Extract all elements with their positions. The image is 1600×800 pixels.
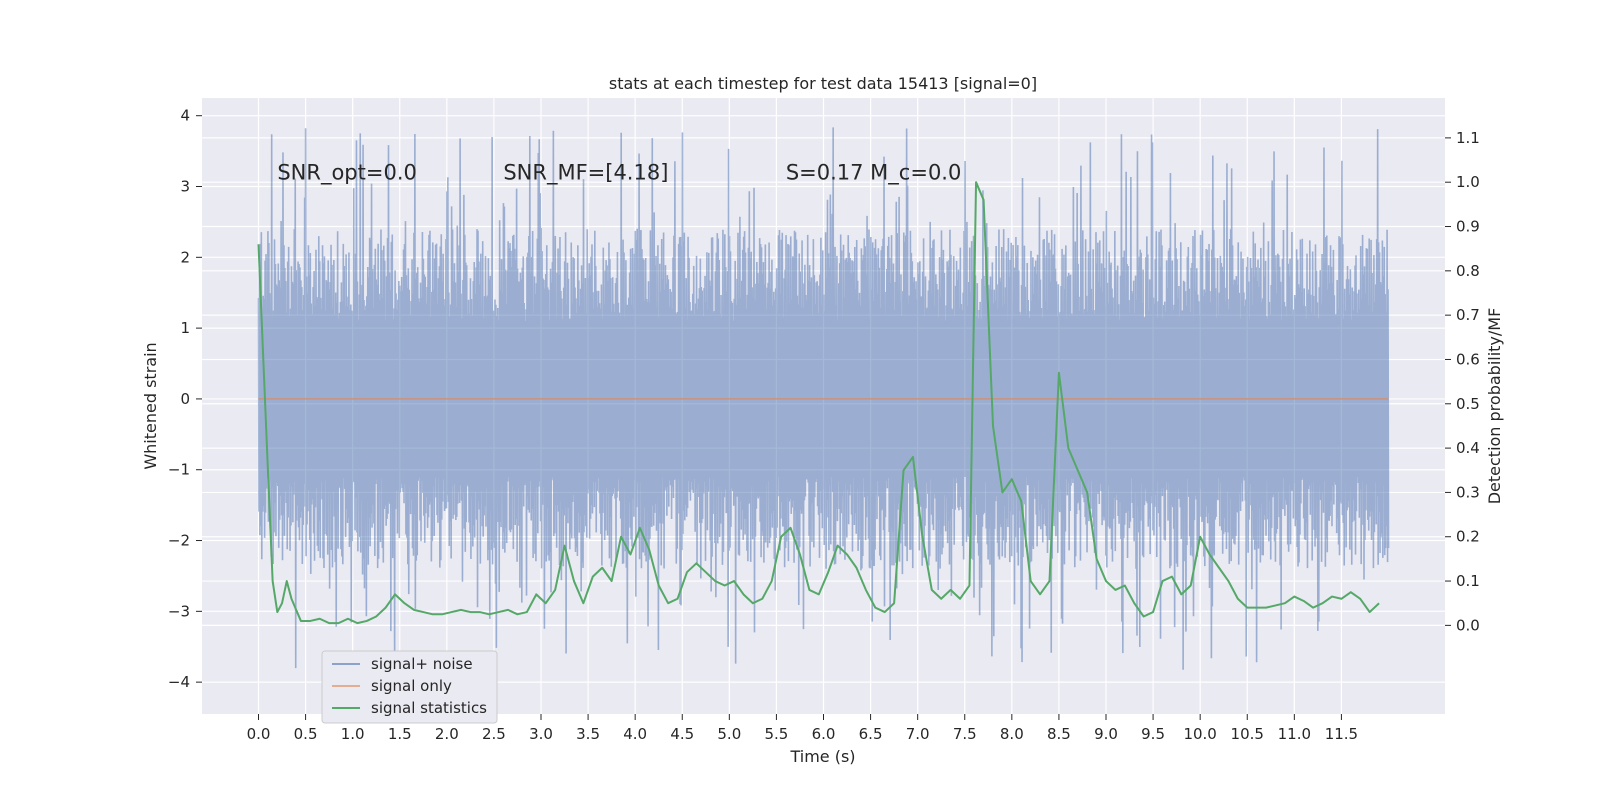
y-left-tick-label: 1 [180, 319, 190, 337]
x-tick-label: 10.0 [1183, 725, 1216, 743]
y-right-tick-label: 0.8 [1456, 262, 1480, 280]
x-tick-label: 1.5 [388, 725, 412, 743]
signal-noise-line [257, 127, 1390, 670]
y-right-axis-label: Detection probability/MF [1485, 308, 1504, 505]
y-right-tick-label: 0.5 [1456, 395, 1480, 413]
legend-label-signal-only: signal only [371, 677, 452, 695]
y-right-tick-label: 0.6 [1456, 350, 1480, 368]
y-right-tick-label: 1.0 [1456, 173, 1480, 191]
x-tick-label: 7.0 [906, 725, 930, 743]
y-right-tick-label: 0.3 [1456, 483, 1480, 501]
x-tick-label: 0.0 [247, 725, 271, 743]
y-right-tick-label: 0.9 [1456, 218, 1480, 236]
legend-label-signal-statistics: signal statistics [371, 699, 487, 717]
legend-box [321, 650, 498, 724]
y-right-tick-label: 1.1 [1456, 129, 1480, 147]
x-tick-label: 4.5 [670, 725, 694, 743]
x-tick-label: 11.5 [1325, 725, 1358, 743]
legend-label-signal-noise: signal+ noise [371, 655, 473, 673]
y-right-tick-label: 0.2 [1456, 528, 1480, 546]
x-tick-label: 3.5 [576, 725, 600, 743]
y-left-tick-label: 3 [180, 178, 190, 196]
x-tick-label: 2.0 [435, 725, 459, 743]
x-axis-label: Time (s) [789, 747, 855, 766]
y-left-tick-label: 2 [180, 248, 190, 266]
annotation-snr-mf: SNR_MF=[4.18] [503, 160, 668, 185]
x-tick-label: 10.5 [1231, 725, 1264, 743]
chart-title: stats at each timestep for test data 154… [609, 74, 1037, 93]
x-tick-label: 8.5 [1047, 725, 1071, 743]
y-left-tick-label: 0 [180, 390, 190, 408]
y-right-tick-label: 0.4 [1456, 439, 1480, 457]
x-tick-label: 4.0 [623, 725, 647, 743]
annotation-snr-opt: SNR_opt=0.0 [277, 160, 417, 185]
y-left-tick-label: −4 [168, 673, 190, 691]
y-left-axis-label: Whitened strain [141, 342, 160, 469]
x-tick-label: 7.5 [953, 725, 977, 743]
signal-statistics-series [257, 181, 1380, 625]
y-left-tick-label: 4 [180, 107, 190, 125]
annotation-s-mc: S=0.17 M_c=0.0 [786, 160, 962, 185]
x-tick-label: 1.0 [341, 725, 365, 743]
annotations: SNR_opt=0.0 SNR_MF=[4.18] S=0.17 M_c=0.0 [277, 160, 961, 185]
x-tick-label: 9.5 [1141, 725, 1165, 743]
x-tick-label: 6.5 [859, 725, 883, 743]
x-tick-label: 3.0 [529, 725, 553, 743]
x-tick-label: 2.5 [482, 725, 506, 743]
x-tick-label: 0.5 [294, 725, 318, 743]
signal-statistics-line [257, 181, 1380, 625]
x-tick-label: 9.0 [1094, 725, 1118, 743]
y-left-tick-label: −3 [168, 602, 190, 620]
signal-noise-series [257, 127, 1390, 670]
x-tick-label: 8.0 [1000, 725, 1024, 743]
y-left-axis-ticks: −4 −3 −2 −1 0 1 2 3 4 [168, 107, 202, 691]
x-tick-label: 5.0 [717, 725, 741, 743]
y-right-tick-label: 0.0 [1456, 616, 1480, 634]
legend: signal+ noise signal only signal statist… [321, 650, 498, 724]
y-right-axis-ticks: 0.0 0.1 0.2 0.3 0.4 0.5 0.6 0.7 0.8 0.9 1.0 1.1 [1445, 129, 1480, 634]
x-tick-label: 5.5 [764, 725, 788, 743]
x-tick-label: 6.0 [812, 725, 836, 743]
y-left-tick-label: −1 [168, 461, 190, 479]
x-tick-label: 11.0 [1278, 725, 1311, 743]
x-axis-ticks: 0.0 0.5 1.0 1.5 2.0 2.5 3.0 3.5 4.0 4.5 5.0 5.5 6.0 6… [247, 714, 1358, 743]
y-left-tick-label: −2 [168, 532, 190, 550]
y-right-tick-label: 0.1 [1456, 572, 1480, 590]
y-right-tick-label: 0.7 [1456, 306, 1480, 324]
